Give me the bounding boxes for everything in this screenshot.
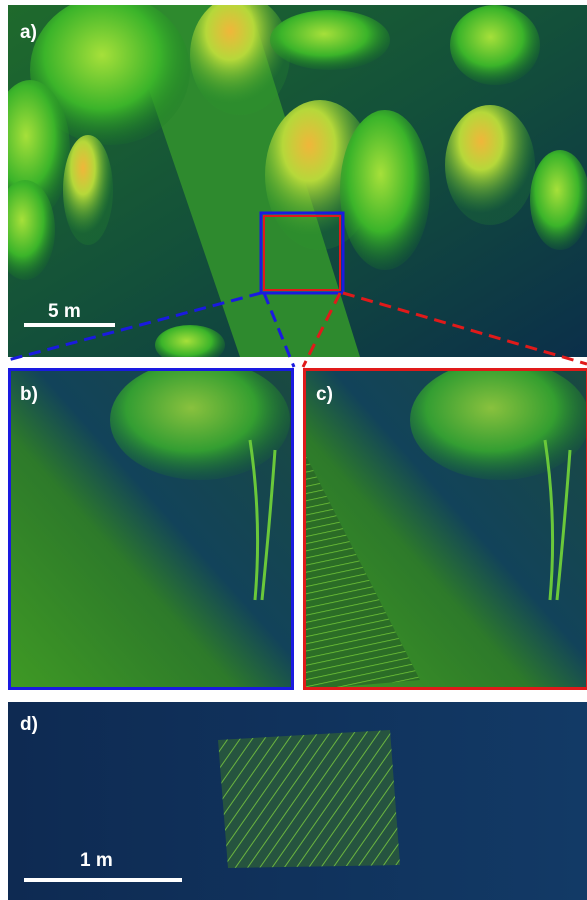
- panel-b: [8, 360, 294, 690]
- scale-label: 1 m: [80, 850, 113, 871]
- panel-label: a): [20, 22, 37, 43]
- panel-label: d): [20, 714, 38, 735]
- panel-label: b): [20, 384, 38, 405]
- page: a) 5 m b) c) d) 1 m (() => { const data …: [0, 0, 587, 900]
- panel-a: [0, 0, 587, 365]
- panel-label: c): [316, 384, 333, 405]
- panel-c: [303, 360, 587, 690]
- scale-label: 5 m: [48, 301, 81, 322]
- figure: a) 5 m b) c) d) 1 m: [0, 0, 587, 900]
